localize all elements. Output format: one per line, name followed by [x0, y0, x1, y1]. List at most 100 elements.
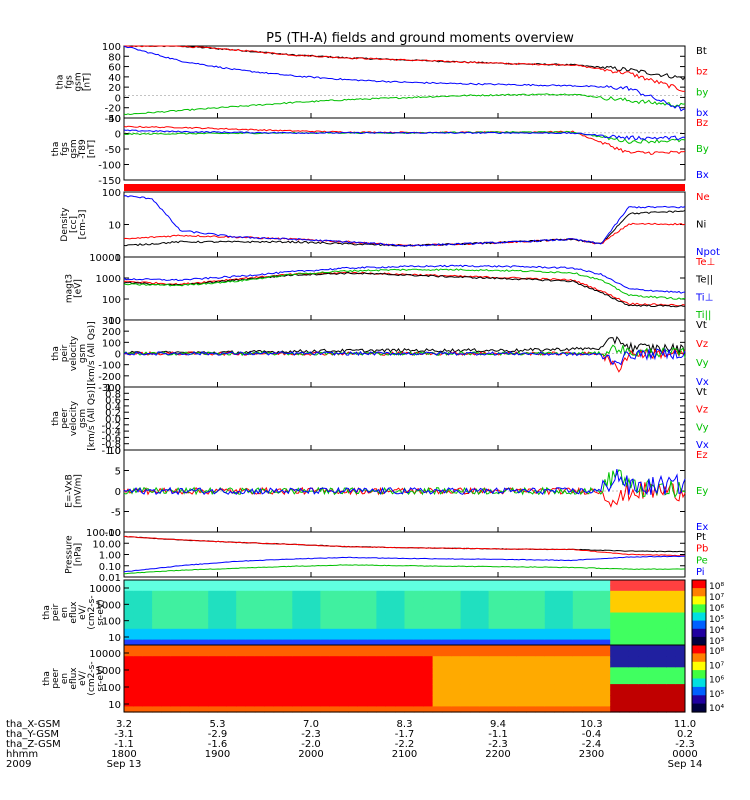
- spectrogram-cell: [226, 580, 237, 586]
- spectrogram-cell: [357, 628, 368, 635]
- spectrogram-cell: [413, 656, 424, 663]
- spectrogram-cell: [619, 700, 630, 707]
- spectrogram-cell: [367, 678, 377, 685]
- spectrogram-cell: [395, 639, 405, 646]
- spectrogram-cell: [189, 590, 200, 597]
- y-axis-label-line: eflux: [69, 601, 79, 624]
- spectrogram-cell: [600, 656, 611, 663]
- spectrogram-cell: [423, 695, 434, 702]
- spectrogram-cell: [451, 695, 462, 702]
- spectrogram-cell: [395, 661, 405, 668]
- spectrogram-cell: [600, 628, 611, 635]
- spectrogram-cell: [385, 634, 396, 641]
- spectrogram-cell: [657, 639, 667, 646]
- spectrogram-cell: [600, 689, 611, 696]
- spectrogram-cell: [516, 672, 527, 680]
- spectrogram-cell: [385, 684, 396, 691]
- spectrogram-cell: [563, 612, 574, 619]
- spectrogram-cell: [600, 695, 611, 702]
- spectrogram-cell: [610, 617, 621, 624]
- y-axis-label: E=-VxB [mV/m]: [65, 474, 84, 508]
- spectrogram-cell: [460, 607, 471, 614]
- spectrogram-cell: [460, 634, 471, 641]
- spectrogram-cell: [385, 617, 396, 624]
- y-axis-label-line: gsm: [78, 409, 88, 428]
- spectrogram-cell: [348, 596, 359, 603]
- spectrogram-cell: [320, 706, 331, 713]
- spectrogram-cell: [198, 689, 209, 696]
- spectrogram-cell: [563, 590, 574, 597]
- colorbar-tick-label: 10⁶: [709, 604, 724, 614]
- spectrogram-cell: [180, 667, 190, 674]
- colorbar-tick-label: 10⁸: [709, 582, 724, 592]
- spectrogram-cell: [245, 639, 256, 646]
- spectrogram-cell: [554, 607, 564, 614]
- spectrogram-cell: [666, 667, 677, 674]
- spectrogram-cell: [591, 661, 602, 668]
- spectrogram-cell: [254, 656, 265, 663]
- spectrogram-cell: [170, 689, 181, 696]
- spectrogram-cell: [554, 590, 564, 597]
- spectrogram-cell: [638, 601, 649, 608]
- spectrogram-cell: [413, 580, 424, 586]
- spectrogram-cell: [320, 700, 331, 707]
- spectrogram-cell: [180, 706, 190, 713]
- spectrogram-cell: [189, 617, 200, 624]
- spectrogram-cell: [226, 617, 237, 624]
- spectrogram-cell: [395, 596, 405, 603]
- y-tick-label: -100: [98, 161, 121, 172]
- spectrogram-cell: [423, 585, 434, 592]
- spectrogram-cell: [441, 607, 452, 614]
- spectrogram-cell: [180, 656, 190, 663]
- spectrogram-cell: [245, 700, 256, 707]
- spectrogram-cell: [628, 612, 639, 619]
- y-tick-label: 0.8: [105, 389, 121, 400]
- spectrogram-cell: [498, 580, 508, 586]
- spectrogram-cell: [189, 656, 200, 663]
- legend-entry: bz: [696, 67, 708, 78]
- spectrogram-cell: [152, 580, 162, 586]
- spectrogram-cell: [666, 617, 677, 624]
- spectrogram-cell: [329, 650, 340, 657]
- spectrogram-cell: [432, 590, 443, 597]
- spectrogram-cell: [339, 634, 349, 641]
- spectrogram-cell: [563, 700, 574, 707]
- spectrogram-cell: [582, 612, 592, 619]
- ephemeris-value: 11.0: [674, 719, 696, 730]
- spectrogram-cell: [666, 672, 677, 680]
- spectrogram-cell: [170, 667, 181, 674]
- legend-entry: Te||: [695, 275, 713, 286]
- spectrogram-cell: [170, 590, 181, 597]
- y-tick-label: 300: [102, 316, 121, 327]
- spectrogram-cell: [675, 700, 686, 707]
- spectrogram-cell: [423, 700, 434, 707]
- colorbar-band: [692, 636, 706, 646]
- spectrogram-cell: [367, 580, 377, 586]
- spectrogram-cell: [339, 700, 349, 707]
- spectrogram-cell: [170, 706, 181, 713]
- spectrogram-cell: [526, 684, 536, 691]
- spectrogram-cell: [535, 634, 546, 641]
- ephemeris-value: -2.3: [488, 739, 508, 750]
- y-axis-label-line: sr-eV): [96, 599, 106, 625]
- spectrogram-cell: [535, 650, 546, 657]
- spectrogram-cell: [301, 590, 312, 597]
- spectrogram-cell: [507, 684, 518, 691]
- legend-entry: Vt: [696, 320, 707, 331]
- y-tick-label: 1000: [96, 274, 121, 285]
- spectrogram-cell: [339, 678, 349, 685]
- spectrogram-cell: [357, 634, 368, 641]
- spectrogram-cell: [357, 596, 368, 603]
- spectrogram-cell: [208, 590, 219, 597]
- spectrogram-cell: [423, 667, 434, 674]
- spectrogram-cell: [320, 667, 331, 674]
- ephemeris-value: 2100: [392, 749, 417, 760]
- spectrogram-cell: [170, 695, 181, 702]
- spectrogram-cell: [124, 590, 134, 597]
- ephemeris-value: -2.4: [582, 739, 602, 750]
- spectrogram-cell: [180, 617, 190, 624]
- spectrogram-cell: [432, 684, 443, 691]
- spectrogram-cell: [488, 667, 499, 674]
- spectrogram-cell: [339, 580, 349, 586]
